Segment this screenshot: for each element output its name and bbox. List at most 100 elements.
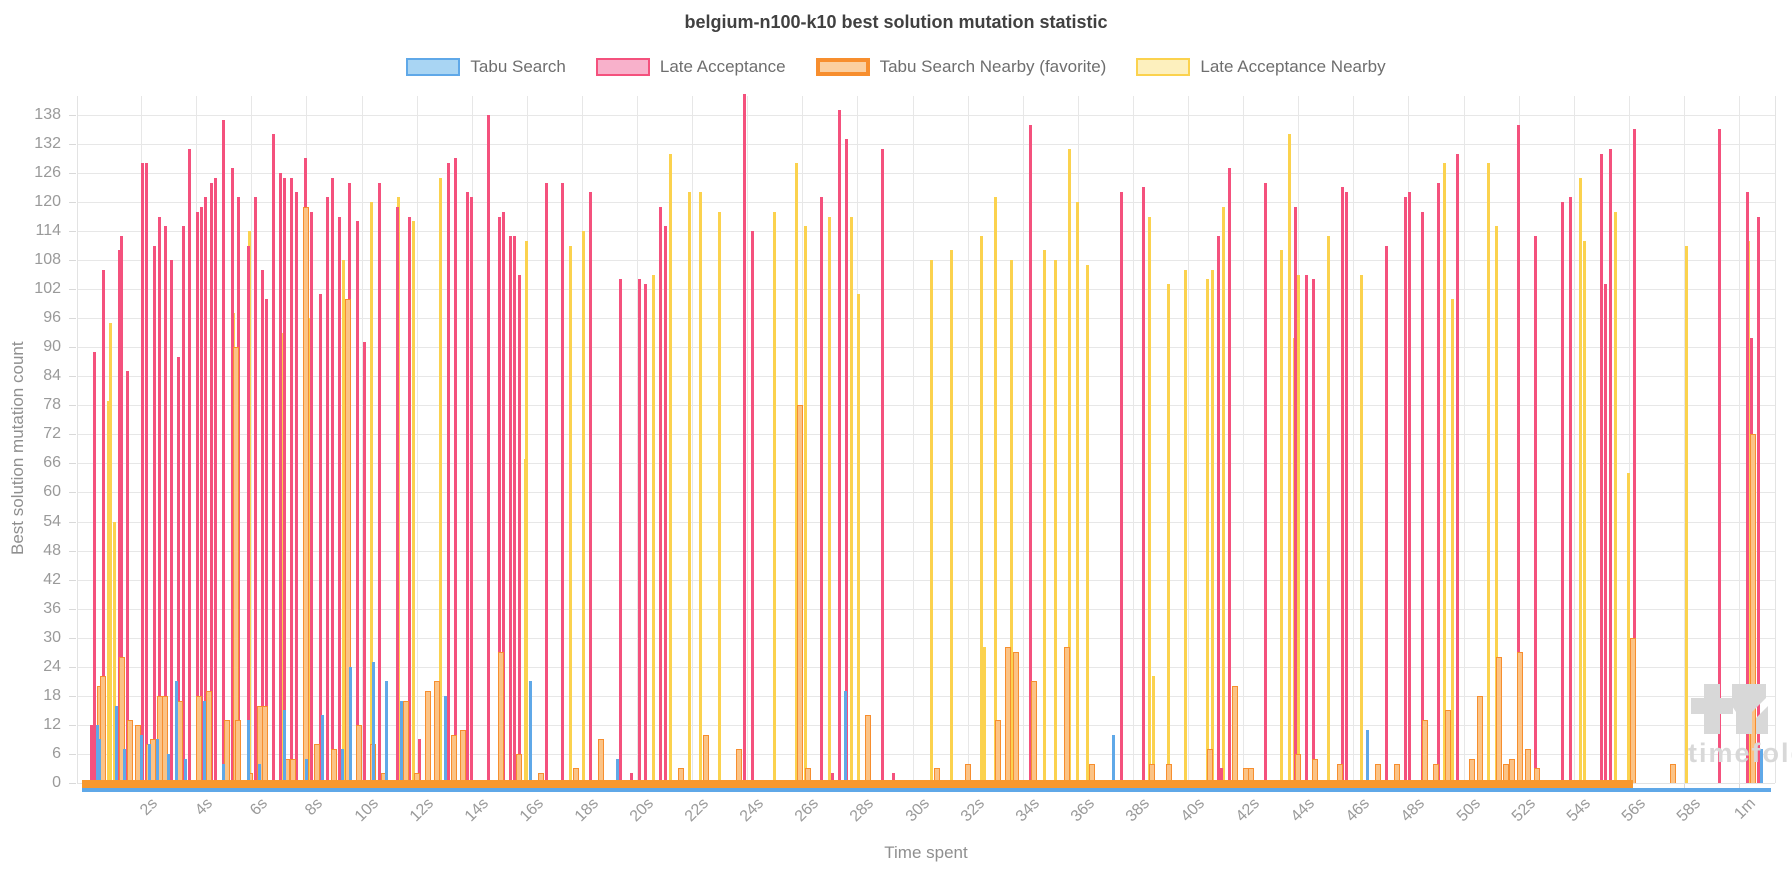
bar-tabu-search-nearby-favorite[interactable] [1445, 710, 1452, 783]
bar-tabu-search[interactable] [304, 758, 308, 783]
bar-late-acceptance[interactable] [1533, 235, 1537, 783]
bar-tabu-search[interactable] [98, 739, 102, 783]
bar-tabu-search[interactable] [258, 763, 262, 783]
bar-late-acceptance[interactable] [417, 739, 421, 783]
bar-tabu-search-nearby-favorite[interactable] [118, 657, 125, 783]
bar-late-acceptance-nearby[interactable] [581, 231, 585, 783]
bar-tabu-search-nearby-favorite[interactable] [796, 405, 803, 783]
bar-late-acceptance[interactable] [618, 279, 622, 783]
bar-late-acceptance[interactable] [222, 119, 226, 783]
bar-tabu-search-nearby-favorite[interactable] [1242, 768, 1249, 783]
bar-tabu-search-nearby-favorite[interactable] [1432, 763, 1439, 783]
bar-late-acceptance-nearby[interactable] [652, 274, 656, 783]
bar-late-acceptance-nearby[interactable] [342, 260, 346, 783]
bar-late-acceptance[interactable] [837, 110, 841, 783]
bar-tabu-search-nearby-favorite[interactable] [355, 724, 362, 783]
bar-late-acceptance-nearby[interactable] [1068, 148, 1072, 783]
bar-late-acceptance-nearby[interactable] [857, 293, 861, 783]
bar-late-acceptance[interactable] [204, 197, 208, 783]
bar-tabu-search-nearby-favorite[interactable] [1063, 647, 1070, 783]
bar-late-acceptance[interactable] [1340, 187, 1344, 783]
bar-late-acceptance-nearby[interactable] [1685, 245, 1689, 783]
bar-tabu-search-nearby-favorite[interactable] [150, 739, 157, 783]
bar-late-acceptance[interactable] [1384, 245, 1388, 783]
bar-tabu-search-nearby-favorite[interactable] [344, 298, 351, 783]
bar-late-acceptance[interactable] [337, 216, 341, 783]
bar-late-acceptance[interactable] [1437, 182, 1441, 783]
bar-late-acceptance-nearby[interactable] [569, 245, 573, 783]
bar-late-acceptance[interactable] [1029, 124, 1033, 783]
bar-late-acceptance-nearby[interactable] [949, 250, 953, 783]
bar-late-acceptance[interactable] [1420, 211, 1424, 783]
bar-late-acceptance[interactable] [200, 206, 204, 783]
bar-tabu-search-nearby-favorite[interactable] [127, 720, 134, 783]
bar-late-acceptance-nearby[interactable] [1076, 201, 1080, 783]
bar-tabu-search-nearby-favorite[interactable] [1207, 749, 1214, 783]
bar-late-acceptance[interactable] [264, 298, 268, 783]
bar-late-acceptance[interactable] [643, 284, 647, 783]
legend-item-tabu-search-nearby-favorite[interactable]: Tabu Search Nearby (favorite) [815, 57, 1106, 77]
bar-late-acceptance-nearby[interactable] [993, 197, 997, 783]
bar-late-acceptance-nearby[interactable] [1152, 676, 1156, 783]
bar-late-acceptance[interactable] [1142, 187, 1146, 783]
bar-late-acceptance[interactable] [664, 226, 668, 783]
bar-late-acceptance[interactable] [182, 226, 186, 783]
bar-tabu-search-nearby-favorite[interactable] [450, 734, 457, 783]
bar-tabu-search-nearby-favorite[interactable] [223, 720, 230, 783]
bar-late-acceptance-nearby[interactable] [718, 211, 722, 783]
bar-tabu-search-nearby-favorite[interactable] [289, 758, 296, 783]
bar-late-acceptance-nearby[interactable] [773, 211, 777, 783]
bar-late-acceptance[interactable] [844, 139, 848, 783]
bar-late-acceptance[interactable] [164, 226, 168, 783]
bar-late-acceptance[interactable] [176, 356, 180, 783]
bar-tabu-search-nearby-favorite[interactable] [515, 753, 522, 783]
bar-late-acceptance-nearby[interactable] [698, 192, 702, 783]
bar-tabu-search-nearby-favorite[interactable] [262, 705, 269, 783]
bar-tabu-search[interactable] [247, 720, 251, 783]
bar-late-acceptance[interactable] [1456, 153, 1460, 783]
bar-late-acceptance[interactable] [1609, 148, 1613, 783]
bar-late-acceptance-nearby[interactable] [1288, 134, 1292, 783]
bar-tabu-search[interactable] [156, 739, 160, 783]
bar-late-acceptance-nearby[interactable] [1280, 250, 1284, 783]
bar-late-acceptance-nearby[interactable] [930, 260, 934, 783]
bar-tabu-search-nearby-favorite[interactable] [1508, 758, 1515, 783]
bar-tabu-search-nearby-favorite[interactable] [1030, 681, 1037, 783]
bar-late-acceptance[interactable] [1219, 768, 1223, 783]
bar-late-acceptance[interactable] [831, 773, 835, 783]
bar-tabu-search[interactable] [139, 734, 143, 783]
bar-tabu-search-nearby-favorite[interactable] [678, 768, 685, 783]
bar-late-acceptance[interactable] [501, 211, 505, 783]
bar-tabu-search-nearby-favorite[interactable] [1231, 686, 1238, 783]
bar-tabu-search[interactable] [399, 700, 403, 783]
bar-late-acceptance-nearby[interactable] [1054, 260, 1058, 783]
bar-late-acceptance-nearby[interactable] [1147, 216, 1151, 783]
bar-late-acceptance-nearby[interactable] [113, 521, 117, 783]
bar-late-acceptance[interactable] [638, 279, 642, 783]
bar-late-acceptance[interactable] [629, 773, 633, 783]
bar-tabu-search[interactable] [340, 749, 344, 783]
bar-tabu-search-nearby-favorite[interactable] [99, 676, 106, 783]
bar-tabu-search-nearby-favorite[interactable] [161, 695, 168, 783]
bar-tabu-search[interactable] [222, 763, 226, 783]
bar-tabu-search-nearby-favorite[interactable] [1375, 763, 1382, 783]
bar-late-acceptance[interactable] [1561, 201, 1565, 783]
bar-late-acceptance[interactable] [1344, 192, 1348, 783]
bar-late-acceptance[interactable] [1216, 235, 1220, 783]
bar-late-acceptance[interactable] [512, 235, 516, 783]
bar-late-acceptance[interactable] [742, 94, 746, 783]
bar-tabu-search-nearby-favorite[interactable] [1149, 763, 1156, 783]
bar-tabu-search[interactable] [123, 749, 127, 783]
bar-tabu-search-nearby-favorite[interactable] [1248, 768, 1255, 783]
bar-tabu-search-nearby-favorite[interactable] [865, 715, 872, 783]
bar-tabu-search-nearby-favorite[interactable] [964, 763, 971, 783]
bar-tabu-search-nearby-favorite[interactable] [434, 681, 441, 783]
bar-late-acceptance-nearby[interactable] [369, 201, 373, 783]
bar-late-acceptance[interactable] [1603, 284, 1607, 783]
bar-late-acceptance-nearby[interactable] [1579, 177, 1583, 783]
bar-late-acceptance-nearby[interactable] [1442, 163, 1446, 783]
bar-tabu-search-nearby-favorite[interactable] [497, 652, 504, 783]
bar-late-acceptance-nearby[interactable] [1211, 269, 1215, 783]
bar-late-acceptance-nearby[interactable] [1360, 274, 1364, 783]
bar-late-acceptance-nearby[interactable] [109, 323, 113, 783]
